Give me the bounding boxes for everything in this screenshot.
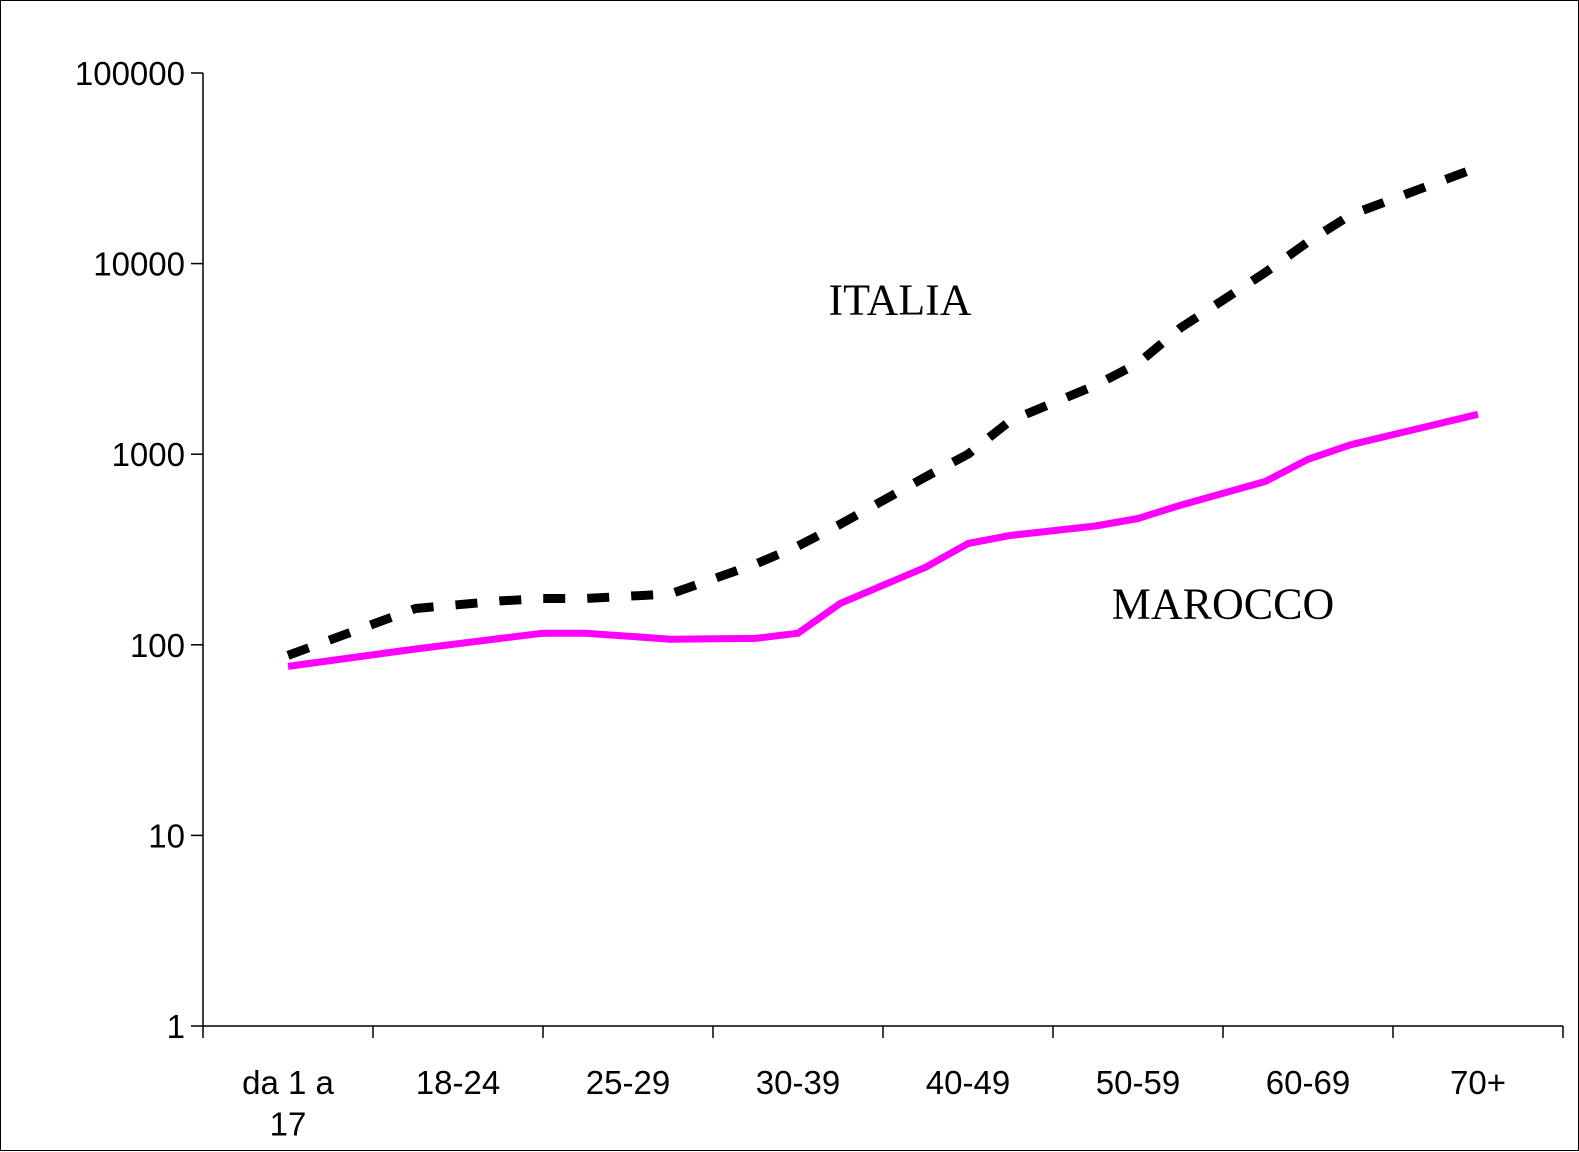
x-tick-label: 60-69	[1266, 1064, 1350, 1101]
x-tick-label: 18-24	[416, 1064, 500, 1101]
y-tick-label: 1000	[112, 436, 185, 473]
series-annotations: ITALIA MAROCCO	[828, 276, 1334, 629]
x-tick-label: 70+	[1450, 1064, 1506, 1101]
x-tick-label: 50-59	[1096, 1064, 1180, 1101]
y-tick-label: 100000	[75, 55, 185, 92]
series-line-marocco	[287, 410, 1479, 670]
x-tick-label: 30-39	[756, 1064, 840, 1101]
y-tick-label: 100	[130, 627, 185, 664]
x-tick-label: 40-49	[926, 1064, 1010, 1101]
tick-labels: 1 10 100 1000 10000 100000 da 1 a 17 18-24 25-29 3…	[75, 55, 1506, 1142]
series-line-italia	[286, 163, 1480, 660]
annotation-marocco: MAROCCO	[1112, 580, 1335, 629]
y-tick-label: 1	[167, 1008, 185, 1045]
x-tick-label: da 1 a 17	[242, 1064, 334, 1142]
y-tick-label: 10	[148, 817, 185, 854]
annotation-italia: ITALIA	[828, 276, 971, 325]
x-tick-label: 25-29	[586, 1064, 670, 1101]
series-lines	[286, 163, 1480, 670]
y-tick-label: 10000	[93, 246, 185, 283]
axes	[191, 72, 1564, 1038]
